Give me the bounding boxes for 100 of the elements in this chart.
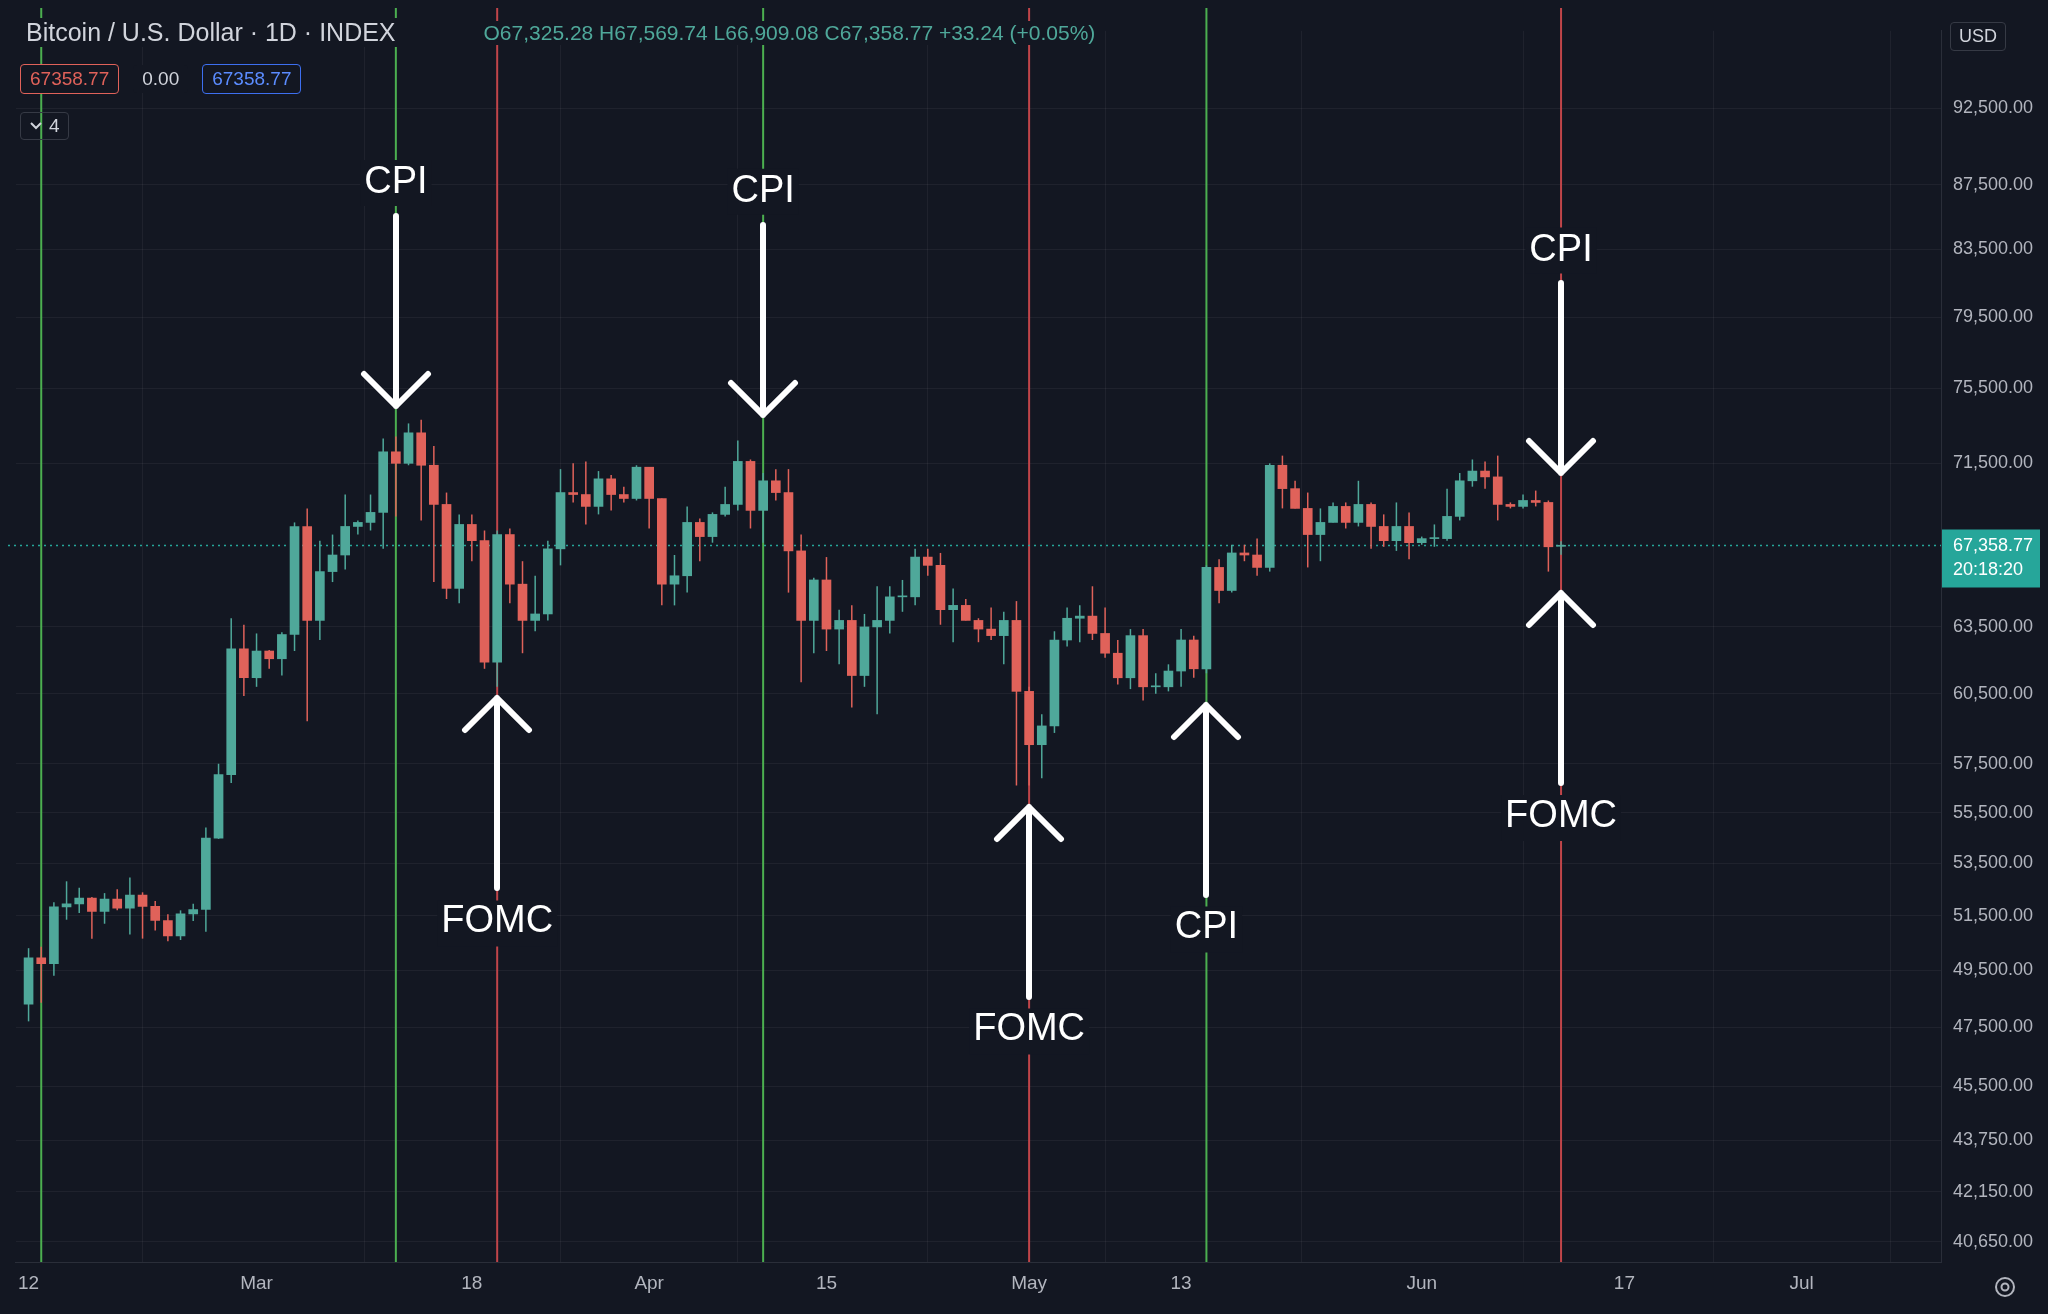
candlestick: [112, 888, 123, 912]
candlestick: [365, 493, 376, 532]
candlestick: [1378, 513, 1389, 548]
x-tick-label: May: [1011, 1271, 1048, 1293]
candlestick: [960, 598, 971, 622]
candlestick: [568, 462, 578, 504]
candlestick: [1214, 558, 1224, 604]
candlestick: [74, 887, 85, 914]
candlestick: [1100, 606, 1110, 659]
x-tick-label: Mar: [240, 1271, 274, 1293]
candlestick: [581, 460, 591, 526]
candlestick: [1252, 537, 1262, 577]
candlestick: [1340, 501, 1351, 530]
annotation: CPI: [364, 159, 428, 202]
candlestick: [530, 575, 540, 633]
annotation: CPI: [731, 168, 795, 211]
ref-line-label: 67,358.77: [1953, 534, 2034, 555]
candlestick: [1036, 713, 1047, 779]
candlestick: [948, 587, 958, 643]
x-tick-label: 12: [18, 1271, 40, 1293]
x-tick-label: Apr: [634, 1271, 665, 1293]
candlestick: [327, 533, 338, 583]
annotation: 4: [49, 115, 60, 137]
candlestick: [872, 585, 882, 716]
y-tick-label: 40,650.00: [1953, 1230, 2034, 1251]
candlestick: [1328, 501, 1338, 524]
y-tick-label: 53,500.00: [1953, 852, 2034, 873]
candlestick: [1556, 540, 1566, 556]
candlestick: [986, 606, 996, 641]
y-tick-label: 79,500.00: [1953, 306, 2034, 327]
y-tick-label: 75,500.00: [1953, 377, 2034, 398]
x-tick-label: 15: [815, 1271, 838, 1293]
x-tick-label: 18: [461, 1271, 483, 1293]
candlestick: [694, 517, 705, 562]
y-tick-label: 83,500.00: [1953, 238, 2034, 259]
y-tick-label: 49,500.00: [1953, 959, 2034, 980]
candlestick: [606, 474, 616, 512]
candlestick: [1480, 460, 1490, 490]
chart-title: Bitcoin / U.S. Dollar · 1D · INDEX: [22, 18, 400, 47]
candlestick: [770, 468, 781, 502]
candlestick: [1062, 606, 1072, 648]
candlestick: [188, 902, 199, 922]
candlestick: [1404, 511, 1414, 560]
annotation: CPI: [1529, 226, 1593, 269]
candlestick: [1150, 672, 1161, 695]
y-tick-label: 57,500.00: [1953, 752, 2034, 773]
candlestick: [1074, 604, 1085, 643]
x-tick-label: 17: [1613, 1271, 1635, 1293]
y-tick-label: 42,150.00: [1953, 1180, 2034, 1201]
y-tick-label: 51,500.00: [1953, 904, 2034, 925]
candlestick: [1467, 458, 1478, 488]
candlestick: [125, 876, 135, 936]
candlestick: [391, 435, 401, 518]
candlestick: [922, 548, 933, 577]
candlestick: [36, 946, 47, 1004]
y-tick-label: 87,500.00: [1953, 173, 2034, 194]
annotation: 67358.77: [20, 64, 120, 94]
candlestick: [1087, 585, 1098, 641]
annotation: CPI: [1174, 904, 1239, 947]
candlestick: [264, 649, 275, 670]
y-tick-label: 92,500.00: [1953, 97, 2034, 118]
candlestick: [353, 519, 363, 536]
candlestick: [1442, 487, 1452, 542]
candlestick: [707, 511, 718, 544]
candlestick: [1366, 501, 1376, 550]
candlestick: [834, 608, 844, 666]
candlestick: [1429, 523, 1440, 548]
candlestick: [467, 513, 477, 562]
x-tick-label: Jul: [1789, 1271, 1814, 1293]
candlestick: [99, 892, 110, 925]
x-tick-label: Jun: [1406, 1271, 1438, 1293]
annotation: O67,325.28 H67,569.74 L66,909.08 C67,358.77 +33.24 (+0.05%): [479, 20, 1100, 45]
candlestick: [1315, 507, 1326, 562]
candlestick: [998, 611, 1009, 666]
candlestick: [1290, 480, 1300, 510]
candlestick: [87, 896, 97, 940]
annotation: FOMC: [441, 897, 554, 940]
y-tick-label: 47,500.00: [1953, 1016, 2034, 1037]
candlestick: [669, 554, 680, 607]
candlestick: [150, 900, 161, 932]
text: 20:18:20: [1953, 558, 2024, 579]
y-tick-label: 45,500.00: [1953, 1075, 2034, 1096]
y-tick-label: 55,500.00: [1953, 801, 2034, 822]
y-tick-label: 71,500.00: [1953, 452, 2034, 473]
annotation: FOMC: [1505, 792, 1617, 835]
y-tick-label: 60,500.00: [1953, 682, 2034, 703]
annotation: 67358.77: [202, 64, 302, 94]
candlestick: [1391, 501, 1402, 552]
candlestick: [1163, 663, 1174, 693]
y-tick-label: 43,750.00: [1953, 1129, 2034, 1150]
candlestick: [163, 913, 173, 943]
annotation: 0.00: [133, 65, 189, 93]
x-tick-label: 13: [1170, 1271, 1192, 1293]
y-tick-label: 63,500.00: [1953, 615, 2034, 636]
candlestick: [1353, 480, 1364, 528]
candlestick: [973, 617, 984, 643]
candlestick: [720, 485, 730, 518]
annotation: FOMC: [973, 1006, 1086, 1049]
candlestick: [175, 909, 186, 941]
text: USD: [1950, 22, 2007, 51]
